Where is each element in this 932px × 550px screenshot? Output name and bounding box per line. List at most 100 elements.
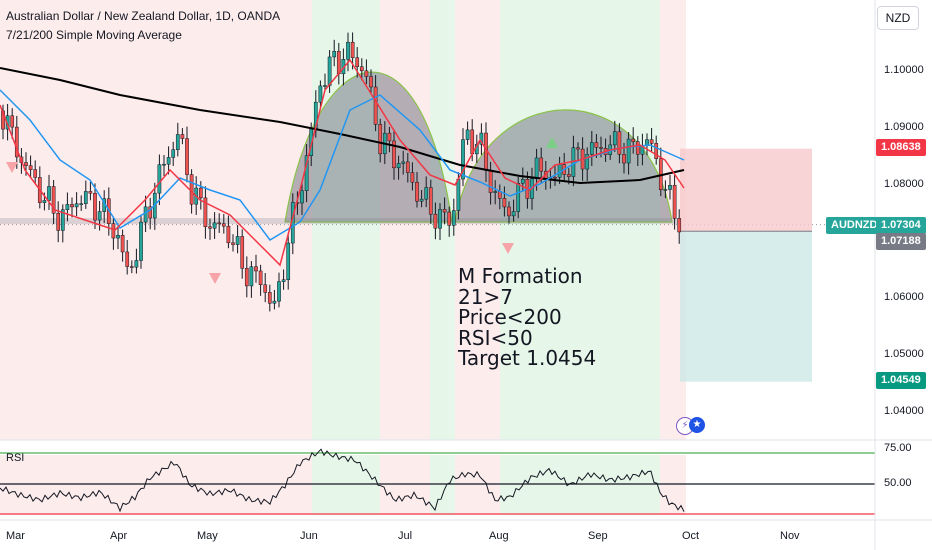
moving-averages xyxy=(0,58,685,267)
candle-body xyxy=(189,174,194,205)
candle-body xyxy=(346,41,350,60)
candle-body xyxy=(143,206,148,223)
candle-body xyxy=(198,187,203,199)
candle-body xyxy=(139,221,143,261)
candle-body xyxy=(631,138,636,142)
candle-body xyxy=(654,143,659,159)
price-tick: 1.09000 xyxy=(884,121,924,133)
candle-body xyxy=(599,147,603,149)
candle-body xyxy=(171,149,176,158)
currency-button[interactable]: NZD xyxy=(877,6,919,30)
candle-body xyxy=(520,178,525,184)
candle-body xyxy=(65,204,70,210)
candle-body xyxy=(419,198,424,202)
ma-7-line xyxy=(0,58,685,267)
rsi-zone-band xyxy=(0,455,312,515)
candle-body xyxy=(134,260,139,268)
time-tick: Sep xyxy=(588,530,608,542)
candle-body xyxy=(272,300,277,304)
candle-body xyxy=(461,139,465,180)
flag-icon[interactable]: ★ xyxy=(689,417,705,433)
candle-body xyxy=(175,134,180,150)
note-line: 21>7 xyxy=(458,284,513,309)
rsi-pane[interactable] xyxy=(0,448,875,515)
candle-body xyxy=(263,284,268,293)
candle-body xyxy=(415,181,419,202)
price-tick: 1.08000 xyxy=(884,178,924,190)
candle-body xyxy=(79,203,84,205)
left-peak-arc xyxy=(284,71,453,223)
note-line: Price<200 xyxy=(458,305,562,329)
rsi-tick: 75.00 xyxy=(884,442,912,454)
candle-body xyxy=(511,211,516,217)
candle-body xyxy=(663,189,668,191)
candle-body xyxy=(221,223,226,227)
candle-body xyxy=(456,178,461,211)
note-line: M Formation xyxy=(458,264,583,288)
candle-body xyxy=(438,209,442,229)
candle-body xyxy=(116,235,120,239)
candle-body xyxy=(502,198,507,208)
candle-body xyxy=(612,131,617,146)
price-tick: 1.04000 xyxy=(884,405,924,417)
buy-signal-marker xyxy=(546,137,558,148)
candle-body xyxy=(249,266,254,287)
neckline-band xyxy=(0,218,680,224)
candle-body xyxy=(617,131,622,155)
candle-body xyxy=(208,226,212,229)
candle-body xyxy=(231,242,235,245)
rsi-zone-band xyxy=(312,455,380,515)
candle-body xyxy=(516,183,521,212)
sell-signal-marker xyxy=(6,162,18,173)
rsi-label: RSI xyxy=(6,452,25,464)
candle-body xyxy=(120,235,125,253)
ma-200-line xyxy=(0,67,685,185)
candle-body xyxy=(93,192,97,221)
candle-body xyxy=(125,251,130,267)
signal-markers xyxy=(6,137,558,284)
time-tick: Apr xyxy=(110,530,128,542)
candle-body xyxy=(470,129,475,155)
candle-body xyxy=(488,170,493,193)
candle-body xyxy=(185,138,189,175)
candle-body xyxy=(447,211,452,226)
candle-body xyxy=(14,126,19,158)
stop-price-tag: 1.08638 xyxy=(876,139,926,156)
m-formation-note[interactable]: M Formation 21>7 Price<200 RSI<50 Target… xyxy=(458,266,596,369)
candle-body xyxy=(392,140,396,169)
price-tick: 1.05000 xyxy=(884,348,924,360)
candle-body xyxy=(635,141,640,155)
rsi-line xyxy=(0,448,685,513)
candle-body xyxy=(281,279,286,282)
candle-body xyxy=(244,268,249,287)
candle-body xyxy=(493,191,498,193)
candle-body xyxy=(355,57,360,67)
candle-body xyxy=(24,162,28,166)
candle-body xyxy=(359,66,364,72)
candle-body xyxy=(387,132,392,142)
sell-signal-marker xyxy=(502,243,514,254)
sell-signal-marker xyxy=(209,273,221,284)
time-tick: May xyxy=(197,530,218,542)
candle-body xyxy=(97,211,102,221)
zone-band xyxy=(0,0,312,440)
short-position-tool[interactable] xyxy=(680,148,812,382)
candle-body xyxy=(212,222,217,229)
candle-body xyxy=(332,51,337,58)
candle-body xyxy=(553,176,557,179)
candle-body xyxy=(70,204,74,208)
candle-body xyxy=(88,191,93,194)
time-tick: Oct xyxy=(682,530,700,542)
candle-body xyxy=(589,142,594,155)
candle-body xyxy=(465,129,470,140)
last-price-tag: 1.07304 xyxy=(876,217,926,234)
candle-body xyxy=(157,164,162,194)
candle-body xyxy=(226,225,231,244)
indicator-legend[interactable]: 7/21/200 Simple Moving Average xyxy=(6,28,182,42)
candle-body xyxy=(318,85,323,103)
candle-body xyxy=(74,203,79,208)
candle-body xyxy=(42,200,47,203)
candle-body xyxy=(594,142,599,148)
candle-body xyxy=(162,163,166,166)
